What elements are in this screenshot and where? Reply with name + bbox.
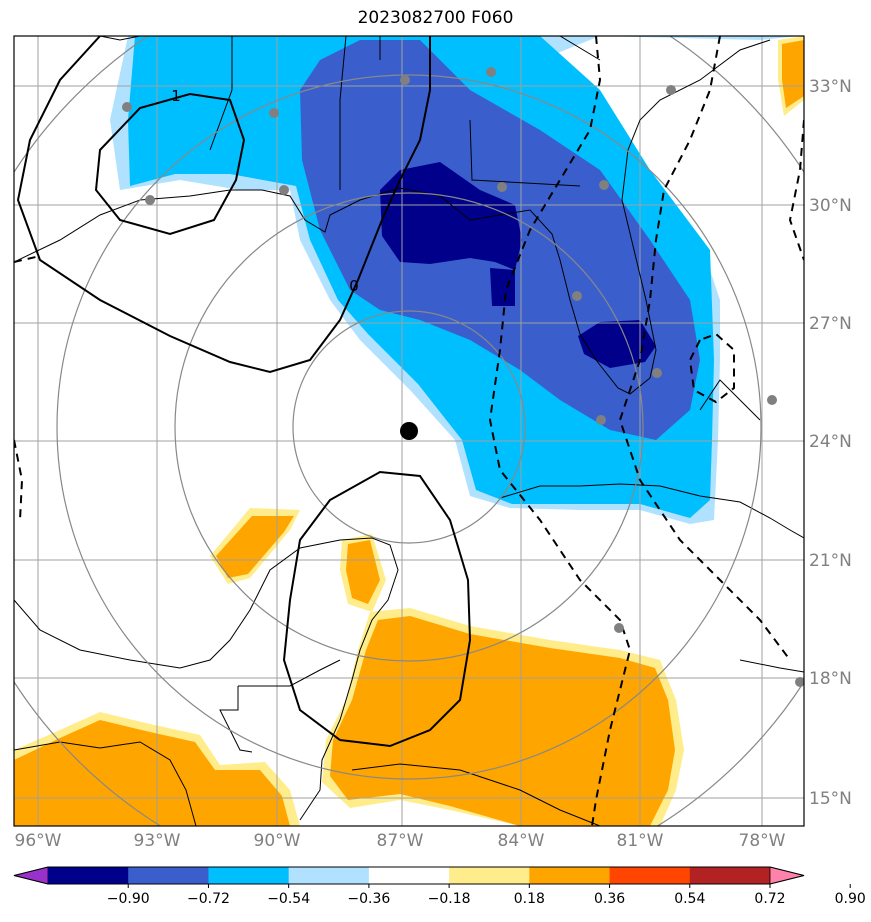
coastlines [14, 36, 804, 826]
contour-1-closed [94, 92, 246, 236]
range-rings [14, 36, 804, 826]
contour-0-northwest [16, 36, 431, 374]
lon-label-84w: 84°W [498, 831, 545, 851]
positive-blob-campeche-core [216, 516, 294, 578]
map-title: 2023082700 F060 [357, 8, 514, 28]
colorbar-tick-label: −0.90 [107, 891, 150, 907]
lon-label-90w: 90°W [254, 831, 301, 851]
negative-core-south [578, 320, 656, 368]
colorbar-segment [368, 867, 450, 884]
lat-label-30n: 30°N [809, 196, 852, 216]
colorbar-tick-label: 0.72 [754, 891, 785, 907]
station-markers [122, 67, 804, 687]
lon-label-78w: 78°W [739, 831, 786, 851]
colorbar-extend-low [13, 866, 49, 885]
colorbar-segment [689, 867, 771, 884]
colorbar-segment [48, 867, 129, 884]
negative-core-mid [490, 268, 515, 306]
lat-label-18n: 18°N [809, 669, 852, 689]
positive-blob-ne-core [782, 40, 804, 108]
colorbar-tick-label: 0.90 [835, 891, 866, 907]
lat-label-27n: 27°N [809, 314, 852, 334]
lat-label-15n: 15°N [809, 789, 852, 809]
contours [16, 36, 472, 748]
colorbar-tick-label: 0.36 [594, 891, 625, 907]
lon-label-87w: 87°W [377, 831, 424, 851]
colorbar-outline [13, 866, 805, 885]
colorbar-segment [128, 867, 209, 884]
contour-label-0: 0 [349, 277, 359, 295]
map-frame [13, 35, 805, 827]
colorbar-segment [288, 867, 370, 884]
contours-dashed [14, 36, 804, 826]
colorbar-tick-label: 0.18 [514, 891, 545, 907]
lat-label-24n: 24°N [809, 432, 852, 452]
positive-level-054-caribbean [330, 616, 675, 826]
lon-label-96w: 96°W [15, 831, 62, 851]
lon-label-93w: 93°W [134, 831, 181, 851]
colorbar-segment [529, 867, 611, 884]
negative-core-north [380, 162, 522, 270]
colorbar-extend-high [769, 866, 805, 885]
colorbar-tick-label: 0.54 [674, 891, 705, 907]
lat-label-33n: 33°N [809, 77, 852, 97]
positive-blob-yucatan-core [346, 540, 380, 604]
colorbar-tick-label: −0.54 [267, 891, 310, 907]
colorbar-tick-label: −0.18 [428, 891, 471, 907]
colorbar: −0.90 −0.72 −0.54 −0.36 −0.18 0.18 0.36 0.54 0.7… [13, 866, 866, 907]
lat-label-21n: 21°N [809, 551, 852, 571]
storm-center-marker [400, 422, 418, 440]
positive-level-054-south [14, 720, 290, 826]
contour-0-yucatan [282, 470, 472, 748]
colorbar-segment [208, 867, 290, 884]
colorbar-segment [449, 867, 530, 884]
contour-label-1: 1 [171, 87, 181, 105]
colorbar-segment [609, 867, 691, 884]
lon-label-81w: 81°W [617, 831, 664, 851]
colorbar-tick-label: −0.36 [347, 891, 390, 907]
colorbar-tick-label: −0.72 [187, 891, 230, 907]
